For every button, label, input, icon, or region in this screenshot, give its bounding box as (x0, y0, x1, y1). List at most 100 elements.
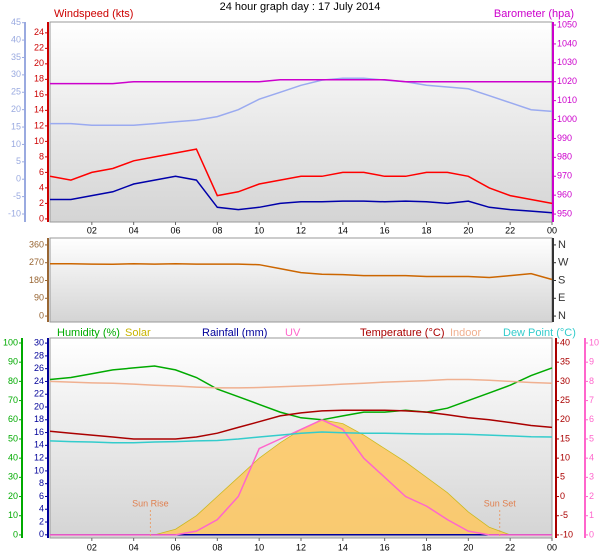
x-tick-label: 08 (212, 542, 222, 552)
y-tick-label: 2 (39, 198, 44, 208)
y4-tick-label: 10 (589, 337, 599, 347)
y-tick-label: 18 (34, 74, 44, 84)
x-tick-label: 16 (380, 542, 390, 552)
y-tick-label: 90 (8, 357, 18, 367)
y2-tick-label: N (558, 239, 566, 251)
y2-tick-label: W (558, 257, 569, 269)
legend-entry: Solar (125, 327, 151, 339)
y-tick-label: 0 (39, 310, 44, 320)
y-tick-label: 50 (8, 433, 18, 443)
x-tick-label: 06 (170, 225, 180, 235)
y3-tick-label: 2 (39, 516, 44, 526)
chart-title: 24 hour graph day : 17 July 2014 (220, 1, 381, 13)
x-tick-label: 18 (421, 542, 431, 552)
x-tick-label: 14 (338, 225, 348, 235)
y3-tick-label: 16 (34, 427, 44, 437)
y2-tick-label: E (558, 292, 565, 304)
x-tick-label: 18 (421, 225, 431, 235)
y-tick-label: 90 (34, 293, 44, 303)
y3-tick-label: 28 (34, 350, 44, 360)
x-tick-label: 04 (129, 542, 139, 552)
y-tick-label: 60 (8, 414, 18, 424)
y2-tick-label: 960 (557, 190, 572, 200)
y4-tick-label: 6 (589, 414, 594, 424)
y-tick-label: 30 (8, 472, 18, 482)
y2-tick-label: 980 (557, 152, 572, 162)
y3-tick-label: 6 (39, 491, 44, 501)
y2-axis-title: Barometer (hpa) (494, 8, 574, 20)
y-tick-label: 8 (39, 151, 44, 161)
x-tick-label: 22 (505, 225, 515, 235)
y2-tick-label: 15 (560, 433, 570, 443)
y2-tick-label: 5 (560, 472, 565, 482)
x-tick-label: 14 (338, 542, 348, 552)
y3-tick-label: 0 (39, 529, 44, 539)
y-tick-label: 20 (34, 58, 44, 68)
y-tick-label: 22 (34, 43, 44, 53)
y-tick-label: 70 (8, 395, 18, 405)
y-tick-label: 24 (34, 27, 44, 37)
line (49, 148, 553, 205)
y2-tick-label: N (558, 310, 566, 322)
annotation: Sun Set (484, 498, 517, 508)
legend-entry: Dew Point (°C) (503, 327, 576, 339)
y4-tick-label: 4 (589, 453, 594, 463)
y2-tick-label: 1000 (557, 114, 577, 124)
y3-tick-label: 22 (34, 389, 44, 399)
y3-tick-label: -10 (8, 208, 21, 218)
line (50, 77, 553, 127)
y4-tick-label: 3 (589, 472, 594, 482)
line (49, 431, 553, 444)
y-tick-label: 12 (34, 120, 44, 130)
y3-tick-label: -5 (13, 191, 21, 201)
x-tick-label: 00 (547, 542, 557, 552)
x-tick-label: 12 (296, 542, 306, 552)
y-tick-label: 100 (3, 337, 18, 347)
y-tick-label: 40 (8, 453, 18, 463)
y2-tick-label: 10 (560, 453, 570, 463)
y2-tick-label: 30 (560, 376, 570, 386)
y3-tick-label: 26 (34, 363, 44, 373)
y2-tick-label: 1020 (557, 76, 577, 86)
y-tick-label: 360 (29, 239, 44, 249)
x-tick-label: 04 (129, 225, 139, 235)
y2-tick-label: 20 (560, 414, 570, 424)
y2-tick-label: 1010 (557, 95, 577, 105)
x-tick-label: 20 (463, 225, 473, 235)
legend-entry: Rainfall (mm) (202, 327, 267, 339)
y3-tick-label: 30 (34, 337, 44, 347)
x-tick-label: 22 (505, 542, 515, 552)
x-tick-label: 10 (254, 542, 264, 552)
y3-tick-label: 5 (16, 156, 21, 166)
y3-tick-label: 25 (11, 87, 21, 97)
line (49, 378, 553, 389)
line (50, 418, 552, 536)
y-tick-label: 270 (29, 257, 44, 267)
y-tick-label: 14 (34, 105, 44, 115)
y2-tick-label: 25 (560, 395, 570, 405)
y3-tick-label: 40 (11, 34, 21, 44)
y4-tick-label: 7 (589, 395, 594, 405)
y2-tick-label: S (558, 274, 565, 286)
x-tick-label: 02 (87, 542, 97, 552)
y3-tick-label: 24 (34, 376, 44, 386)
y-axis-title: Windspeed (kts) (54, 8, 133, 20)
y2-tick-label: 1050 (557, 19, 577, 29)
y3-tick-label: 4 (39, 504, 44, 514)
y3-tick-label: 10 (34, 465, 44, 475)
x-tick-label: 06 (170, 542, 180, 552)
y-tick-label: 0 (39, 213, 44, 223)
y2-tick-label: 990 (557, 133, 572, 143)
y2-tick-label: -10 (560, 529, 573, 539)
x-tick-label: 00 (547, 225, 557, 235)
y-tick-label: 10 (34, 136, 44, 146)
y-tick-label: 6 (39, 167, 44, 177)
y4-tick-label: 0 (589, 529, 594, 539)
y-tick-label: 4 (39, 182, 44, 192)
y2-tick-label: 40 (560, 337, 570, 347)
x-tick-label: 20 (463, 542, 473, 552)
y3-tick-label: 35 (11, 52, 21, 62)
y4-tick-label: 1 (589, 510, 594, 520)
y4-tick-label: 5 (589, 433, 594, 443)
